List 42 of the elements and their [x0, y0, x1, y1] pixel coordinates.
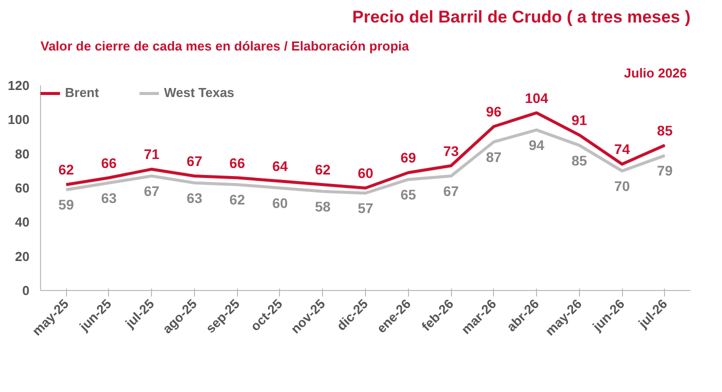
legend-label: West Texas [164, 85, 234, 100]
legend-label: Brent [65, 85, 99, 100]
chart-title: Precio del Barril de Crudo ( a tres meses ) [352, 8, 690, 26]
data-label: 73 [443, 142, 460, 159]
data-label: 67 [144, 183, 160, 200]
chart-subtitle: Valor de cierre de cada mes en dólares / Elaboración propia [40, 38, 410, 54]
y-tick-label: 80 [15, 146, 30, 162]
y-tick-label: 0 [22, 283, 30, 298]
y-tick-label: 100 [8, 112, 30, 128]
data-label: 62 [314, 162, 331, 178]
y-tick-label: 40 [15, 214, 30, 230]
data-label: 104 [524, 90, 548, 106]
y-tick-label: 20 [15, 248, 30, 264]
data-label: 94 [528, 136, 545, 153]
data-label: 71 [144, 146, 160, 162]
data-label: 67 [186, 153, 202, 170]
data-label: 70 [614, 178, 630, 194]
y-tick-label: 60 [15, 180, 30, 196]
data-label: 60 [272, 195, 288, 211]
data-label: 65 [400, 186, 416, 202]
data-label: 96 [486, 104, 502, 120]
data-label: 57 [358, 200, 374, 216]
data-label: 91 [572, 112, 588, 128]
y-tick-label: 120 [8, 78, 30, 93]
data-label: 58 [314, 198, 331, 214]
data-label: 63 [186, 190, 202, 206]
data-label: 59 [58, 196, 74, 213]
data-label: 79 [657, 162, 673, 179]
data-label: 60 [358, 165, 374, 181]
data-label: 64 [272, 158, 288, 174]
data-label: 85 [657, 122, 673, 138]
data-label: 85 [572, 152, 588, 168]
data-label: 62 [229, 192, 246, 208]
data-label: 66 [101, 154, 117, 171]
data-label: 74 [614, 141, 630, 158]
data-label: 62 [58, 162, 74, 178]
data-label: 87 [486, 148, 502, 165]
text: Julio 2026 [624, 66, 687, 80]
data-label: 69 [400, 150, 416, 166]
data-label: 66 [229, 154, 246, 171]
data-label: 63 [101, 190, 117, 206]
data-label: 67 [443, 183, 460, 200]
